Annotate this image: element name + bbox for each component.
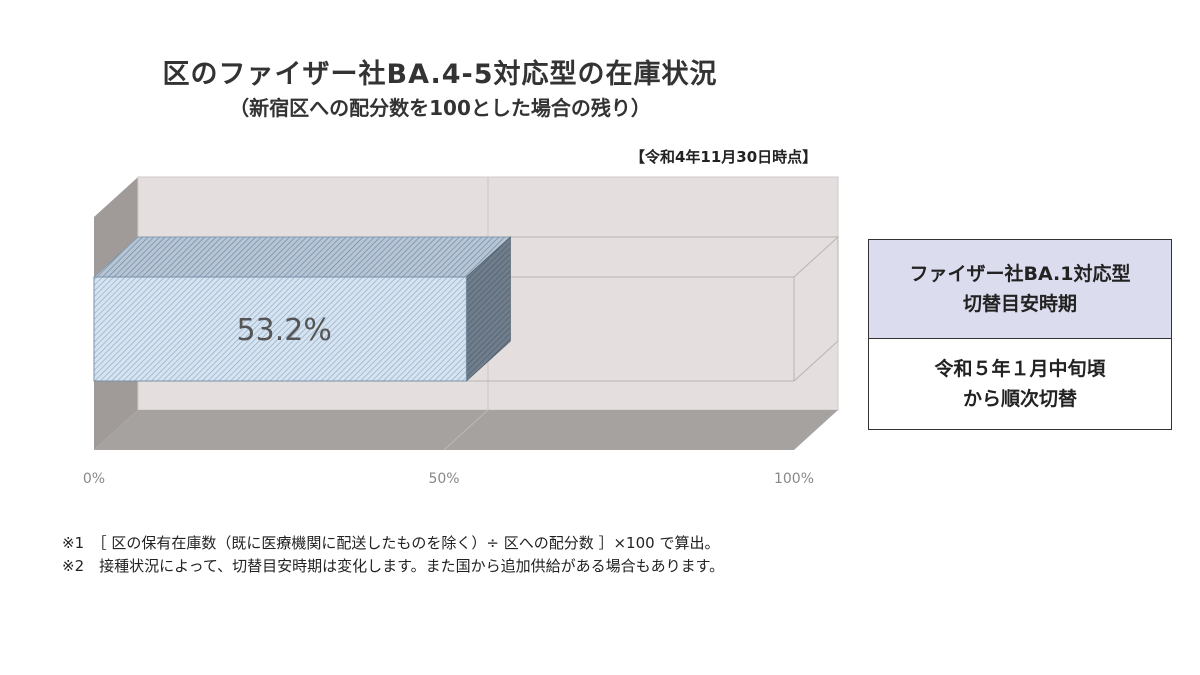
as-of-date: 【令和4年11月30日時点】 — [630, 148, 818, 166]
x-tick-label-2: 100% — [774, 471, 814, 487]
footnotes: ※1 ［ 区の保有在庫数（既に医療機関に配送したものを除く）÷ 区への配分数 ］… — [62, 532, 724, 578]
info-box-header: ファイザー社BA.1対応型 切替目安時期 — [869, 240, 1171, 339]
footnote-2: ※2 接種状況によって、切替目安時期は変化します。また国から追加供給がある場合も… — [62, 557, 725, 575]
info-body-line1: 令和５年１月中旬頃 — [934, 358, 1106, 380]
bar-capacity-side — [793, 237, 839, 382]
footnote-1: ※1 ［ 区の保有在庫数（既に医療機関に配送したものを除く）÷ 区への配分数 ］… — [62, 534, 720, 552]
info-box-body: 令和５年１月中旬頃 から順次切替 — [869, 339, 1171, 429]
chart-title: 区のファイザー社BA.4-5対応型の在庫状況 — [162, 59, 718, 90]
bar-data-label-0: 53.2% — [237, 313, 332, 348]
gridline-floor-1 — [443, 409, 489, 451]
x-tick-label-0: 0% — [83, 471, 105, 487]
x-tick-label-1: 50% — [428, 471, 459, 487]
info-body-line2: から順次切替 — [962, 388, 1077, 410]
bar-chart: 53.2% 0% 50% 100% — [83, 176, 840, 487]
bar-top-0 — [92, 236, 512, 278]
info-header-line1: ファイザー社BA.1対応型 — [909, 263, 1131, 285]
info-header-line2: 切替目安時期 — [962, 293, 1077, 315]
bar-0 — [93, 276, 467, 382]
chart-subtitle: （新宿区への配分数を100とした場合の残り） — [229, 96, 651, 120]
switch-timing-box: ファイザー社BA.1対応型 切替目安時期 令和５年１月中旬頃 から順次切替 — [868, 239, 1172, 430]
